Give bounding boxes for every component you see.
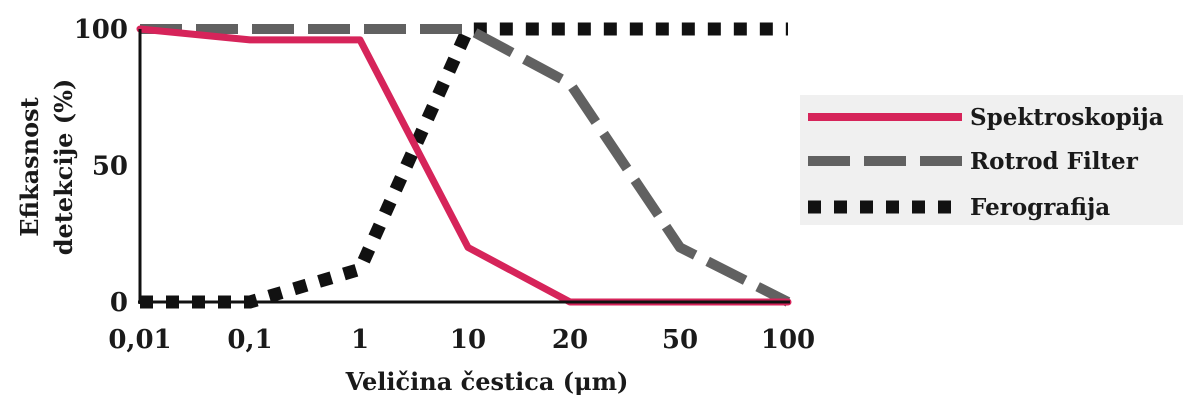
x-tick-label: 1 (351, 325, 369, 355)
x-tick-label: 0,01 (108, 325, 171, 355)
series-layer (136, 22, 792, 309)
series-line-spektroskopija (136, 25, 792, 306)
y-tick-labels: 0 50 100 (74, 15, 128, 318)
legend: Spektroskopija Rotrod Filter Ferografija (808, 104, 1164, 221)
legend-label: Spektroskopija (970, 104, 1164, 131)
x-tick-label: 100 (761, 325, 815, 355)
y-axis-title-line1: Efikasnost (15, 97, 44, 237)
series-line-rotrod-filter (140, 24, 791, 307)
x-tick-label: 20 (552, 325, 588, 355)
x-tick-label: 0,1 (227, 325, 272, 355)
legend-label: Ferografija (970, 194, 1110, 221)
x-axis-title: Veličina čestica (μm) (345, 367, 629, 396)
y-tick-label: 0 (110, 288, 128, 318)
x-tick-label: 50 (662, 325, 698, 355)
y-axis-title-line2: detekcije (%) (49, 79, 78, 256)
y-tick-label: 100 (74, 15, 128, 45)
series-line-ferografija (140, 22, 788, 309)
x-tick-labels: 0,01 0,1 1 10 20 50 100 (108, 325, 815, 355)
y-tick-label: 50 (92, 152, 128, 182)
x-tick-label: 10 (450, 325, 486, 355)
legend-label: Rotrod Filter (970, 148, 1139, 175)
